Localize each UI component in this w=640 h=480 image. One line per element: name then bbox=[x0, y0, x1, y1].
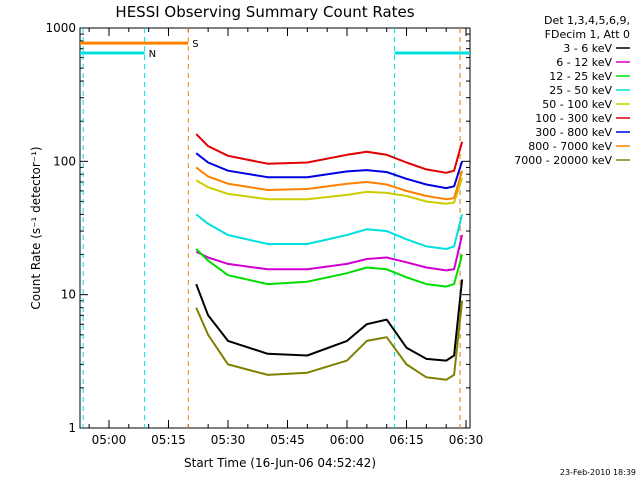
y-tick-label: 1 bbox=[68, 421, 76, 435]
legend-label: 300 - 800 keV bbox=[535, 126, 612, 139]
series-line-4 bbox=[195, 177, 464, 205]
plot-frame bbox=[79, 27, 471, 429]
x-tick-label: 05:00 bbox=[92, 433, 127, 447]
legend-label: 12 - 25 keV bbox=[549, 70, 612, 83]
x-tick-label: 06:15 bbox=[389, 433, 424, 447]
x-tick-label: 05:45 bbox=[270, 433, 305, 447]
legend-label: 7000 - 20000 keV bbox=[514, 154, 612, 167]
legend-label: 800 - 7000 keV bbox=[528, 140, 612, 153]
legend-label: 3 - 6 keV bbox=[563, 42, 612, 55]
y-tick-label: 1000 bbox=[45, 21, 76, 35]
y-axis-label: Count Rate (s⁻¹ detector⁻¹) bbox=[29, 146, 43, 309]
series-line-7 bbox=[195, 166, 464, 201]
series-line-2 bbox=[195, 248, 464, 288]
flag-label-s: S bbox=[192, 39, 198, 50]
legend-label: 50 - 100 keV bbox=[542, 98, 612, 111]
x-tick-label: 05:30 bbox=[211, 433, 246, 447]
legend-label: 100 - 300 keV bbox=[535, 112, 612, 125]
y-tick-label: 10 bbox=[61, 288, 76, 302]
legend: Det 1,3,4,5,6,9, FDecim 1, Att 0 3 - 6 k… bbox=[514, 14, 630, 167]
series-line-0 bbox=[195, 279, 464, 362]
flag-label-n: N bbox=[149, 49, 156, 60]
legend-header-line-2: FDecim 1, Att 0 bbox=[545, 28, 630, 41]
series-line-5 bbox=[195, 133, 464, 174]
x-tick-label: 05:15 bbox=[151, 433, 186, 447]
legend-header-line-1: Det 1,3,4,5,6,9, bbox=[544, 14, 630, 27]
x-tick-label: 06:30 bbox=[449, 433, 484, 447]
series-line-1 bbox=[195, 234, 464, 272]
series-line-8 bbox=[195, 300, 464, 381]
chart-title: HESSI Observing Summary Count Rates bbox=[115, 3, 414, 21]
legend-label: 6 - 12 keV bbox=[556, 56, 612, 69]
x-axis-label: Start Time (16-Jun-06 04:52:42) bbox=[184, 456, 376, 470]
plot-area: 1 10 100 1000 05:00 05:15 05:30 05:45 06:00 06:15… bbox=[45, 21, 483, 447]
y-tick-label: 100 bbox=[53, 154, 76, 168]
series-line-6 bbox=[195, 152, 464, 190]
legend-label: 25 - 50 keV bbox=[549, 84, 612, 97]
series-line-3 bbox=[195, 213, 464, 250]
date-stamp: 23-Feb-2010 18:39 bbox=[560, 468, 636, 477]
x-tick-label: 06:00 bbox=[330, 433, 365, 447]
